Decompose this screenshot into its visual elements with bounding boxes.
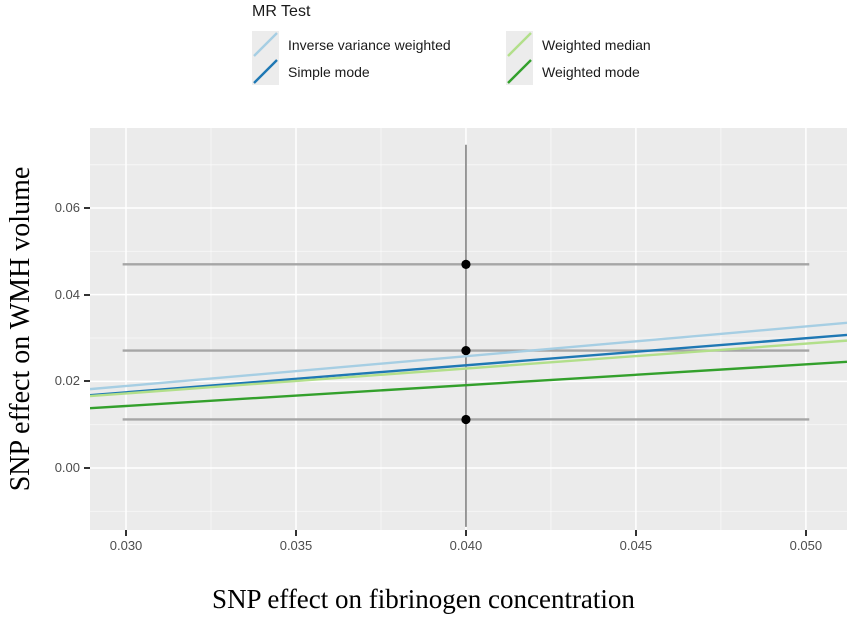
y-tick-label: 0.06 [54,200,80,216]
plot-panel [90,128,847,530]
diagonal-line-icon [507,32,532,57]
legend-entry-weighted-median: Weighted median [506,31,760,58]
legend-entry-weighted-mode: Weighted mode [506,58,760,85]
x-tick-mark [125,530,128,536]
regression-line-simple-mode [90,333,847,397]
legend-key-line-icon [506,58,533,85]
y-tick-label: 0.04 [54,286,80,302]
diagonal-line-icon [253,59,278,84]
legend-key-line-icon [252,58,279,85]
x-tick-mark [464,530,467,536]
legend-title: MR Test [252,3,311,20]
major-gridlines [90,128,847,530]
x-tick-label: 0.030 [109,538,143,553]
x-tick-label: 0.050 [789,538,823,553]
data-point [461,345,471,356]
y-axis-title: SNP effect on WMH volume [5,166,36,492]
plot-canvas [90,128,847,530]
y-tick-mark [84,380,90,383]
x-tick-label: 0.045 [619,538,653,553]
legend-entry-label: Simple mode [288,63,370,80]
minor-gridlines [90,128,847,530]
x-tick-mark [804,530,807,536]
legend: Inverse variance weighted Simple mode Weig… [252,31,760,85]
diagonal-line-icon [507,59,532,84]
y-tick-mark [84,293,90,296]
data-point [461,414,471,425]
regression-line-weighted-mode [90,360,847,410]
y-tick-label: 0.00 [54,459,80,475]
y-tick-mark [84,207,90,210]
legend-entry-inverse-variance-weighted: Inverse variance weighted [252,31,506,58]
y-tick-label: 0.02 [54,373,80,389]
legend-key-line-icon [506,31,533,58]
legend-key-line-icon [252,31,279,58]
regression-lines [90,321,847,410]
legend-entry-label: Weighted median [542,36,651,53]
y-tick-mark [84,466,90,469]
regression-line-weighted-median [90,339,847,398]
legend-entry-simple-mode: Simple mode [252,58,506,85]
x-tick-label: 0.040 [449,538,483,553]
x-tick-label: 0.035 [279,538,313,553]
regression-line-inverse-variance-weighted [90,321,847,391]
data-point [461,259,471,269]
diagonal-line-icon [253,32,278,57]
x-axis-title: SNP effect on fibrinogen concentration [212,584,635,614]
legend-entry-label: Inverse variance weighted [288,36,451,53]
data-points [461,259,471,425]
x-tick-mark [634,530,637,536]
x-tick-mark [294,530,297,536]
legend-entry-label: Weighted mode [542,63,640,80]
